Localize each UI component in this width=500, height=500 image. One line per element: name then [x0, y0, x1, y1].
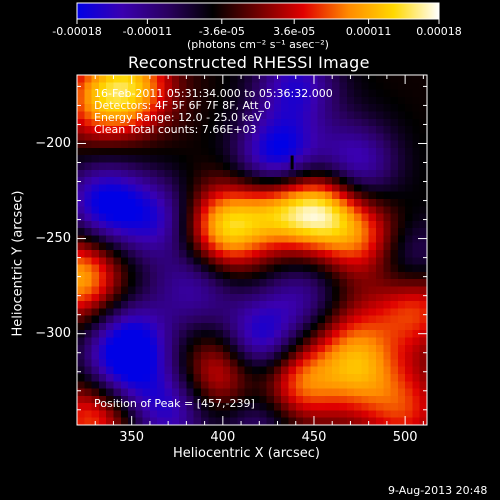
- colorbar-tick-label: 0.00011: [345, 25, 392, 38]
- x-tick-label: 450: [301, 430, 327, 445]
- heatmap: [77, 75, 427, 425]
- peak-position-label: Position of Peak = [457,-239]: [94, 397, 255, 410]
- colorbar-tick-label: 0.00018: [416, 25, 462, 38]
- colorbar-tick-label: -0.00018: [52, 25, 102, 38]
- footer-timestamp: 9-Aug-2013 20:48: [388, 484, 488, 497]
- plot-frame: [76, 74, 428, 426]
- chart-title: Reconstructed RHESSI Image: [128, 53, 370, 72]
- colorbar-tick-label: 3.6e-05: [273, 25, 316, 38]
- annotation-detectors: Detectors: 4F 5F 6F 7F 8F, Att_0: [94, 99, 271, 112]
- x-tick-label: 500: [392, 430, 418, 445]
- y-tick-label: −250: [35, 231, 71, 247]
- colorbar-tick-label: -3.6e-05: [198, 25, 245, 38]
- annotation-energy-range: Energy Range: 12.0 - 25.0 keV: [94, 111, 262, 124]
- annotation-time-range: 16-Feb-2011 05:31:34.000 to 05:36:32.000: [94, 87, 333, 100]
- y-tick-label: −200: [35, 135, 71, 151]
- colorbar: [76, 2, 440, 20]
- y-axis-label: Heliocentric Y (arcsec): [10, 190, 26, 337]
- colorbar-unit-label: (photons cm⁻² s⁻¹ asec⁻²): [187, 38, 329, 51]
- x-tick-label: 400: [210, 430, 236, 445]
- axis-ticks: [77, 75, 427, 425]
- colorbar-ticks: [76, 19, 440, 24]
- annotation-clean-counts: Clean Total counts: 7.66E+03: [94, 123, 257, 136]
- colorbar-tick-label: -0.00011: [122, 25, 173, 38]
- x-tick-label: 350: [119, 430, 145, 445]
- x-axis-label: Heliocentric X (arcsec): [173, 446, 320, 461]
- annotation-block: 16-Feb-2011 05:31:34.000 to 05:36:32.000…: [94, 88, 333, 136]
- y-tick-label: −300: [35, 326, 71, 342]
